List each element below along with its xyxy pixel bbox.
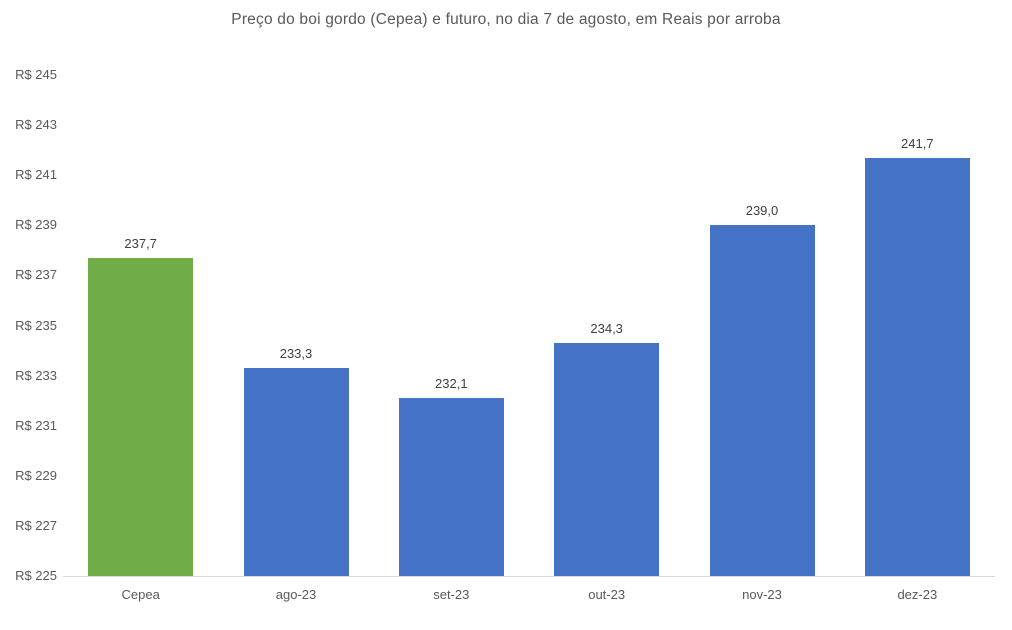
y-axis-tick-label: R$ 233 <box>15 367 57 383</box>
x-axis-tick-label: ago-23 <box>275 587 317 602</box>
bar-dez-23 <box>864 157 970 576</box>
y-axis-tick-label: R$ 241 <box>15 167 57 183</box>
bar-value-label: 241,7 <box>901 135 934 151</box>
bar-nov-23 <box>709 225 815 576</box>
bar-value-label: 234,3 <box>590 321 623 337</box>
bar-value-label: 237,7 <box>124 235 157 251</box>
y-axis-tick-label: R$ 231 <box>15 417 57 433</box>
y-axis-tick-label: R$ 243 <box>15 117 57 133</box>
y-axis-tick-label: R$ 239 <box>15 217 57 233</box>
bar-ago-23 <box>243 368 349 576</box>
bar-value-label: 233,3 <box>279 346 313 362</box>
bar-out-23 <box>554 343 660 576</box>
x-axis-line <box>63 576 995 577</box>
bar-set-23 <box>398 398 504 576</box>
y-axis-tick-label: R$ 235 <box>15 317 57 333</box>
bar-value-label: 232,1 <box>435 376 468 392</box>
chart-title: Preço do boi gordo (Cepea) e futuro, no … <box>231 11 781 28</box>
x-axis-tick-label: dez-23 <box>897 587 938 602</box>
y-axis-tick-label: R$ 225 <box>15 568 57 583</box>
y-axis-tick-label: R$ 229 <box>15 467 57 483</box>
y-axis-tick-label: R$ 227 <box>15 517 57 533</box>
x-axis-tick-label: nov-23 <box>742 587 782 602</box>
x-axis-tick-label: out-23 <box>588 587 626 602</box>
x-axis-tick-label: set-23 <box>433 587 470 602</box>
bar-Cepea <box>88 257 194 576</box>
x-axis-tick-label: Cepea <box>121 587 160 602</box>
y-axis-tick-label: R$ 237 <box>15 267 57 283</box>
bar-value-label: 239,0 <box>745 203 779 219</box>
y-axis-tick-label: R$ 245 <box>15 67 57 82</box>
